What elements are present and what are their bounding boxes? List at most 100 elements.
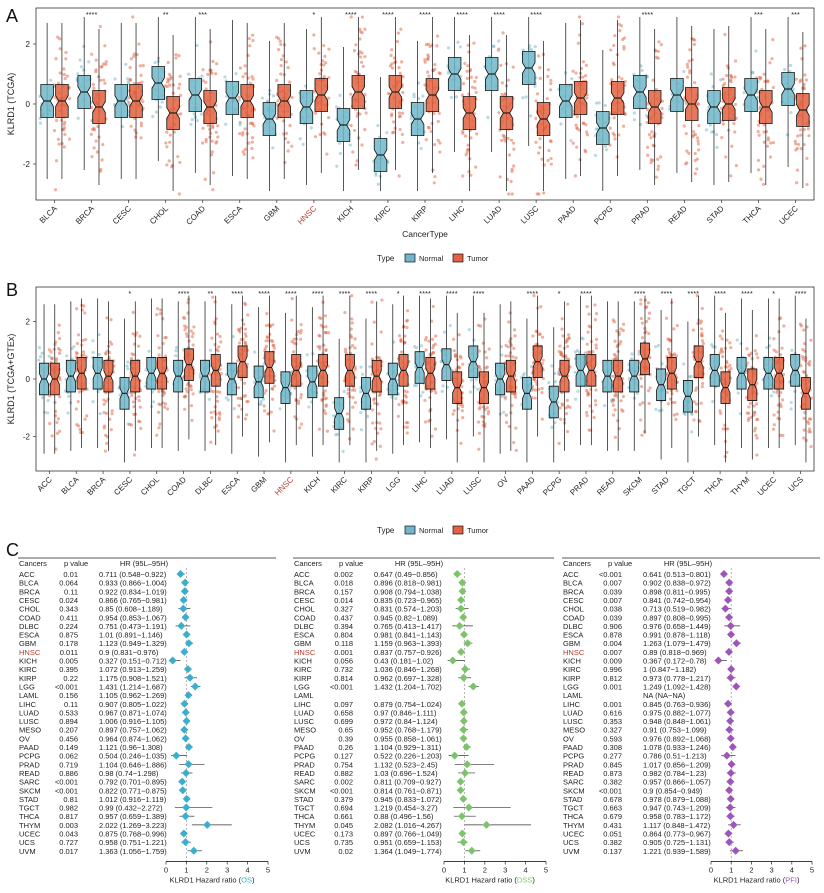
forest-row: CHOL 0.038 0.713 (0.519−0.982) bbox=[563, 604, 731, 614]
point-tumor bbox=[399, 339, 403, 343]
point-tumor bbox=[189, 384, 193, 388]
point-tumor bbox=[168, 140, 172, 144]
point-tumor bbox=[372, 397, 377, 401]
point-normal bbox=[656, 343, 661, 348]
point-tumor bbox=[499, 138, 504, 143]
point-tumor bbox=[611, 61, 615, 65]
point-tumor bbox=[560, 402, 564, 406]
point-tumor bbox=[584, 63, 589, 67]
category-ucec: *UCEC bbox=[756, 289, 786, 497]
point-tumor bbox=[478, 324, 483, 328]
hr-marker bbox=[727, 665, 736, 674]
point-tumor bbox=[350, 343, 355, 348]
hr-marker bbox=[184, 760, 193, 769]
point-tumor bbox=[295, 337, 299, 341]
point-tumor bbox=[139, 426, 143, 431]
point-tumor bbox=[807, 417, 812, 421]
point-tumor bbox=[183, 328, 187, 332]
forest-row: KIRP 0.22 1.175 (0.908−1.521) bbox=[19, 673, 198, 683]
legend-label-tumor: Tumor bbox=[467, 526, 489, 535]
point-tumor bbox=[405, 425, 409, 429]
point-tumor bbox=[323, 314, 328, 318]
hr-text: 0.866 (0.765−0.981) bbox=[99, 596, 167, 605]
cancer-label: ACC bbox=[19, 570, 35, 579]
point-tumor bbox=[530, 384, 535, 388]
point-tumor bbox=[497, 47, 501, 51]
point-tumor bbox=[244, 413, 249, 417]
point-tumor bbox=[461, 416, 465, 420]
p-value: 0.812 bbox=[603, 674, 622, 683]
point-tumor bbox=[501, 31, 505, 35]
forest-row: BRCA 0.039 0.898 (0.811−0.995) bbox=[563, 587, 734, 596]
point-tumor bbox=[359, 60, 364, 64]
point-tumor bbox=[354, 163, 358, 167]
point-normal bbox=[790, 348, 794, 353]
point-tumor bbox=[802, 328, 806, 332]
point-tumor bbox=[772, 423, 776, 427]
cancer-label: KIRC bbox=[563, 665, 582, 674]
point-tumor bbox=[292, 341, 296, 345]
hr-marker bbox=[464, 803, 473, 812]
point-tumor bbox=[157, 426, 161, 430]
point-normal bbox=[298, 137, 302, 141]
point-tumor bbox=[499, 63, 503, 67]
point-tumor bbox=[242, 381, 247, 385]
point-tumor bbox=[804, 78, 808, 82]
point-tumor bbox=[513, 393, 517, 397]
cancer-label: OV bbox=[19, 734, 30, 743]
category-thca: ****THCA bbox=[703, 289, 733, 497]
forest-row: HNSC 0.007 0.89 (0.818−0.969) bbox=[563, 647, 733, 657]
point-normal bbox=[66, 411, 70, 415]
x-axis-label: KLRD1 Hazard ratio (OS) bbox=[169, 875, 255, 884]
point-tumor bbox=[474, 90, 478, 94]
significance-label: *** bbox=[754, 10, 763, 19]
point-tumor bbox=[574, 123, 578, 127]
point-tumor bbox=[646, 301, 651, 305]
x-tick-label: KIRP bbox=[356, 475, 376, 495]
point-tumor bbox=[509, 138, 514, 142]
point-tumor bbox=[372, 439, 377, 444]
x-tick-label: THCA bbox=[703, 475, 725, 497]
hr-text: 0.905 (0.725−1.131) bbox=[643, 838, 711, 847]
p-value: 0.395 bbox=[59, 665, 78, 674]
point-tumor bbox=[405, 390, 409, 394]
point-tumor bbox=[296, 401, 300, 406]
point-tumor bbox=[343, 347, 348, 351]
point-tumor bbox=[594, 388, 598, 392]
point-tumor bbox=[546, 74, 550, 79]
hr-text: 1.006 (0.916−1.105) bbox=[99, 717, 167, 726]
category-lihc: ****LIHC bbox=[410, 289, 438, 494]
point-tumor bbox=[349, 92, 353, 96]
point-tumor bbox=[808, 427, 812, 431]
category-ov: OV bbox=[494, 301, 518, 490]
point-normal bbox=[231, 335, 235, 339]
forest-row: GBM 0.004 1.263 (1.079−1.479) bbox=[563, 639, 741, 648]
point-normal bbox=[690, 411, 694, 416]
point-tumor bbox=[756, 168, 761, 172]
forest-row: CESC 0.024 0.866 (0.765−0.981) bbox=[19, 595, 188, 605]
hr-marker bbox=[181, 768, 190, 777]
point-tumor bbox=[486, 412, 490, 416]
p-value: 0.156 bbox=[59, 691, 78, 700]
point-tumor bbox=[469, 68, 473, 72]
point-tumor bbox=[548, 139, 552, 143]
point-tumor bbox=[645, 319, 649, 324]
point-normal bbox=[530, 364, 534, 369]
hr-text: 0.367 (0.172−0.78) bbox=[643, 657, 707, 666]
x-axis-label-prefix: KLRD1 Hazard ratio ( bbox=[169, 875, 241, 884]
point-tumor bbox=[804, 374, 809, 378]
p-value: 0.277 bbox=[603, 752, 622, 761]
point-tumor bbox=[808, 359, 812, 364]
point-normal bbox=[735, 338, 739, 342]
significance-label: **** bbox=[419, 289, 431, 298]
point-normal bbox=[124, 62, 128, 67]
point-tumor bbox=[241, 150, 245, 154]
point-tumor bbox=[129, 356, 134, 361]
x-tick-label: OV bbox=[495, 475, 510, 490]
point-tumor bbox=[130, 352, 134, 356]
forest-row: KIRC 0.395 1.072 (0.913−1.259) bbox=[19, 665, 192, 674]
point-tumor bbox=[701, 341, 705, 346]
point-tumor bbox=[719, 411, 723, 415]
category-chol: CHOL bbox=[139, 298, 170, 497]
forest-row: DLBC 0.906 0.976 (0.658−1.449) bbox=[563, 621, 741, 631]
